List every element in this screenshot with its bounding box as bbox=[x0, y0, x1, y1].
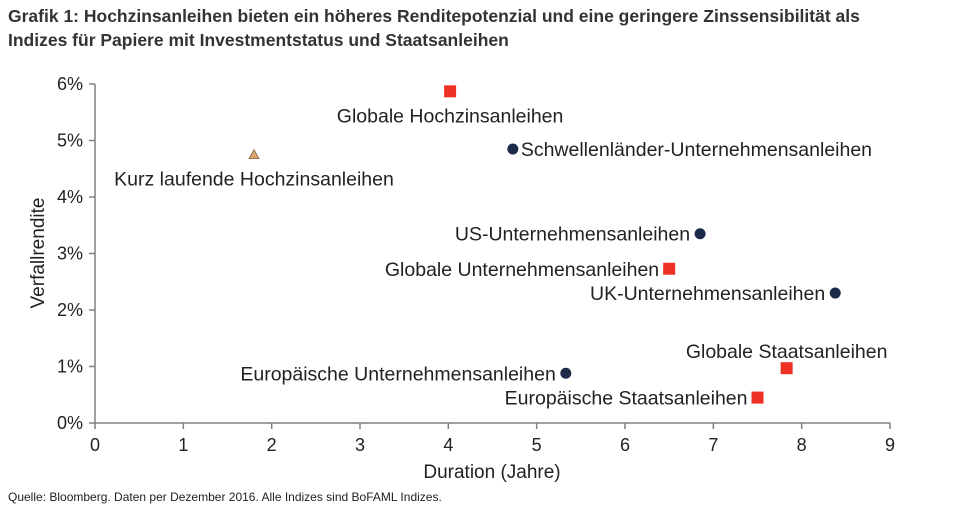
y-tick-label: 2% bbox=[57, 300, 83, 320]
data-point-label: Globale Hochzinsanleihen bbox=[337, 105, 564, 127]
data-point: Europäische Unternehmensanleihen bbox=[240, 363, 572, 385]
data-point-label: US-Unternehmensanleihen bbox=[455, 224, 690, 246]
x-axis-label: Duration (Jahre) bbox=[423, 462, 560, 483]
data-point: Schwellenländer-Unternehmensanleihen bbox=[507, 139, 872, 161]
x-tick-label: 1 bbox=[178, 435, 188, 455]
chart-title-line-1: Grafik 1: Hochzinsanleihen bieten ein hö… bbox=[8, 6, 860, 26]
y-tick-label: 5% bbox=[57, 131, 83, 151]
x-tick-label: 4 bbox=[443, 435, 453, 455]
circle-marker bbox=[694, 228, 706, 240]
data-point-label: Kurz laufende Hochzinsanleihen bbox=[114, 169, 394, 191]
y-tick-label: 3% bbox=[57, 244, 83, 264]
x-tick-label: 6 bbox=[620, 435, 630, 455]
data-point-label: Schwellenländer-Unternehmensanleihen bbox=[521, 139, 872, 161]
data-point-label: Globale Staatsanleihen bbox=[686, 341, 888, 363]
y-tick-label: 1% bbox=[57, 357, 83, 377]
data-point-label: UK-Unternehmensanleihen bbox=[590, 283, 825, 305]
axis-ticks: 0 1 2 3 4 5 6 7 8 9 0% 1% 2% 3% 4% 5% 6% bbox=[57, 74, 895, 455]
chart-title-line-2: Indizes für Papiere mit Investmentstatus… bbox=[8, 30, 509, 50]
data-point: US-Unternehmensanleihen bbox=[455, 224, 706, 246]
y-tick-label: 4% bbox=[57, 187, 83, 207]
chart-title: Grafik 1: Hochzinsanleihen bieten ein hö… bbox=[8, 4, 973, 52]
data-point-label: Globale Unternehmensanleihen bbox=[385, 259, 659, 281]
data-point-label: Europäische Staatsanleihen bbox=[505, 388, 748, 410]
square-marker bbox=[751, 391, 764, 404]
data-point: Europäische Staatsanleihen bbox=[505, 388, 764, 410]
x-tick-label: 9 bbox=[885, 435, 895, 455]
circle-marker bbox=[829, 287, 841, 299]
triangle-marker bbox=[248, 148, 260, 160]
y-tick-label: 0% bbox=[57, 413, 83, 433]
x-tick-label: 7 bbox=[708, 435, 718, 455]
x-tick-label: 2 bbox=[267, 435, 277, 455]
data-point: UK-Unternehmensanleihen bbox=[590, 283, 841, 305]
square-marker bbox=[444, 85, 457, 98]
data-points: Globale Hochzinsanleihen Kurz laufende Ho… bbox=[114, 85, 888, 410]
y-axis-label: Verfallrendite bbox=[28, 198, 49, 309]
circle-marker bbox=[507, 143, 519, 155]
x-tick-label: 3 bbox=[355, 435, 365, 455]
source-note: Quelle: Bloomberg. Daten per Dezember 20… bbox=[8, 490, 442, 504]
x-tick-label: 0 bbox=[90, 435, 100, 455]
square-marker bbox=[663, 262, 676, 275]
x-tick-label: 8 bbox=[797, 435, 807, 455]
data-point: Globale Unternehmensanleihen bbox=[385, 259, 676, 281]
circle-marker bbox=[560, 367, 572, 379]
data-point: Kurz laufende Hochzinsanleihen bbox=[114, 148, 394, 191]
data-point: Globale Hochzinsanleihen bbox=[337, 85, 564, 127]
data-point: Globale Staatsanleihen bbox=[686, 341, 888, 375]
x-tick-label: 5 bbox=[532, 435, 542, 455]
y-tick-label: 6% bbox=[57, 74, 83, 94]
square-marker bbox=[780, 362, 793, 375]
data-point-label: Europäische Unternehmensanleihen bbox=[240, 363, 555, 385]
